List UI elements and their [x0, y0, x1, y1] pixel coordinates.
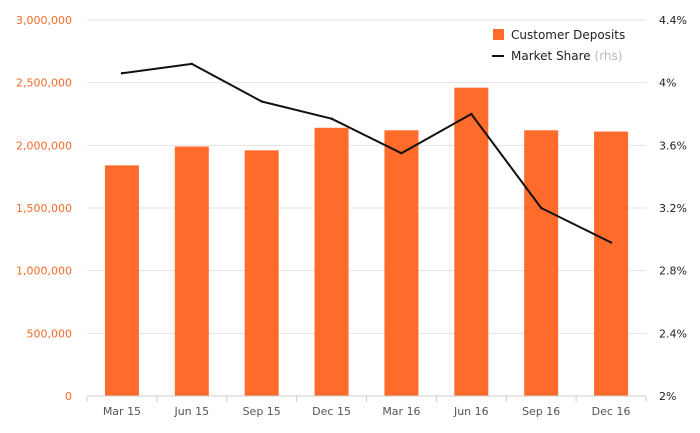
left-axis: 0 500,000 1,000,000 1,500,000 2,000,000 2,500… [16, 14, 72, 403]
line-point [470, 112, 473, 116]
bar [454, 87, 489, 397]
right-axis: 2% 2.4% 2.8% 3.2% 3.6% 4% 4.4% [659, 14, 687, 403]
bar [524, 130, 559, 396]
x-tick-label: Sep 16 [522, 405, 560, 418]
x-tick-label: Mar 15 [103, 405, 141, 418]
x-axis: Mar 15 Jun 15 Sep 15 Dec 15 Mar 16 Jun 16 Sep … [86, 395, 647, 418]
x-tick-label: Jun 15 [173, 405, 209, 418]
y-left-tick-label: 1,000,000 [16, 265, 72, 278]
bar [174, 146, 209, 396]
y-left-tick-label: 2,000,000 [16, 139, 72, 152]
legend-label-deposits: Customer Deposits [511, 28, 625, 42]
line-point [260, 100, 263, 103]
y-left-tick-label: 2,500,000 [16, 77, 72, 90]
line-point [330, 117, 333, 120]
x-tick-label: Jun 16 [453, 405, 489, 418]
line-point [190, 62, 194, 66]
line-series [120, 62, 613, 244]
bar [104, 165, 139, 396]
y-right-tick-label: 2.4% [659, 327, 687, 340]
y-right-tick-label: 3.2% [659, 202, 687, 215]
bar-series [104, 87, 629, 397]
bar [594, 131, 629, 396]
legend: Customer Deposits Market Share (rhs) [492, 28, 625, 63]
legend-label-share-name: Market Share [511, 49, 591, 63]
y-left-tick-label: 500,000 [27, 327, 73, 340]
bar [244, 150, 279, 396]
line-point [539, 206, 543, 210]
x-tick-label: Sep 15 [243, 405, 281, 418]
y-left-tick-label: 1,500,000 [16, 202, 72, 215]
y-left-tick-label: 3,000,000 [16, 14, 72, 27]
y-right-tick-label: 4.4% [659, 14, 687, 27]
y-right-tick-label: 4% [659, 77, 676, 90]
bar [314, 127, 349, 396]
y-right-tick-label: 2.8% [659, 265, 687, 278]
x-tick-label: Dec 16 [592, 405, 631, 418]
x-tick-label: Mar 16 [382, 405, 420, 418]
line-point [400, 151, 403, 155]
legend-label-share: Market Share (rhs) [511, 49, 622, 63]
line-point [609, 241, 613, 244]
bar [384, 130, 419, 396]
market-share-line [121, 62, 612, 244]
x-tick-label: Dec 15 [312, 405, 351, 418]
legend-swatch-deposits [493, 29, 504, 40]
y-left-tick-label: 0 [65, 390, 72, 403]
y-right-tick-label: 3.6% [659, 139, 687, 152]
y-right-tick-label: 2% [659, 390, 676, 403]
line-point [120, 72, 124, 75]
legend-label-share-suffix: (rhs) [595, 49, 623, 63]
